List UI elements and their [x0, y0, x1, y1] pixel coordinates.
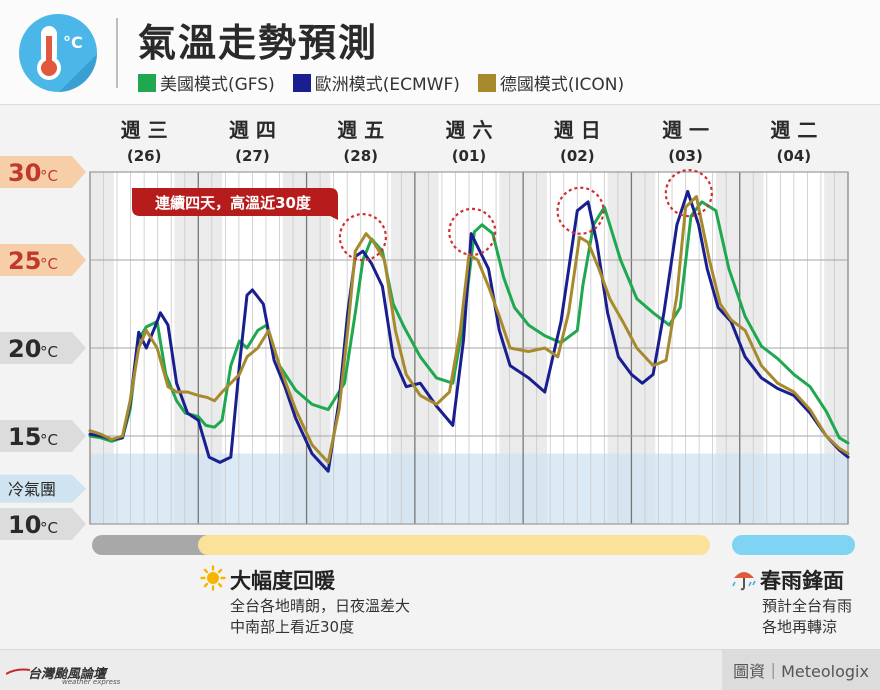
y-tick-tag: [0, 244, 86, 276]
brand-name: 台灣颱風論壇: [28, 667, 107, 682]
y-tick-tag: [0, 508, 86, 540]
y-tick-tag: [0, 156, 86, 188]
timeline-bar-rain: [732, 535, 855, 555]
y-tick-label: 25: [8, 247, 41, 275]
umbrella-icon: [732, 572, 756, 591]
series-line-icon: [88, 195, 850, 464]
legend-label-gfs: 美國模式(GFS): [160, 75, 275, 95]
x-date-label: (03): [668, 147, 703, 165]
heat-annotation: 連續四天，高溫近30度: [132, 188, 338, 220]
x-date-label: (26): [127, 147, 162, 165]
x-date-label: (02): [560, 147, 595, 165]
series-line-ecmwf: [88, 189, 850, 473]
legend-swatch-ecmwf: [292, 73, 311, 92]
y-tick-unit: °C: [40, 431, 58, 449]
y-tick-label: 15: [8, 423, 41, 451]
legend-label-ecmwf: 歐洲模式(ECMWF): [314, 75, 460, 95]
x-day-label: 週 四: [229, 118, 276, 142]
peak-marker: [448, 207, 497, 256]
header: °C 氣溫走勢預測 美國模式(GFS) 歐洲模式(ECMWF) 德國模式(ICO…: [0, 0, 880, 105]
peak-marker: [556, 186, 605, 235]
legend-item-gfs: 美國模式(GFS): [138, 70, 275, 95]
x-day-label: 週 三: [121, 118, 168, 142]
thermometer-celsius-icon: °C: [19, 14, 97, 92]
x-day-label: 週 日: [554, 118, 601, 142]
x-date-label: (28): [343, 147, 378, 165]
legend-swatch-gfs: [138, 73, 156, 92]
x-day-label: 週 一: [662, 118, 709, 142]
peak-marker: [338, 213, 387, 262]
rain-line-1: 預計全台有雨: [762, 597, 853, 615]
plot-frame: [89, 171, 849, 525]
y-tick-unit: °C: [40, 519, 58, 537]
annotation-bubble: [132, 188, 338, 220]
x-day-label: 週 六: [446, 118, 493, 142]
y-tick-label: 10: [8, 511, 41, 539]
y-tick-unit: °C: [40, 343, 58, 361]
x-date-label: (01): [452, 147, 487, 165]
y-tick-tag: [0, 332, 86, 364]
legend-label-icon: 德國模式(ICON): [499, 75, 625, 95]
sun-icon: [200, 565, 226, 591]
cold-zone-tag: [0, 474, 86, 503]
y-tick-unit: °C: [40, 255, 58, 273]
warm-title: 大幅度回暖: [230, 569, 335, 593]
y-tick-label: 30: [8, 159, 41, 187]
legend-item-ecmwf: 歐洲模式(ECMWF): [292, 70, 460, 95]
peak-marker: [664, 169, 713, 218]
brand-subtitle: weather express: [62, 678, 121, 686]
warm-line-2: 中南部上看近30度: [230, 618, 355, 636]
brand-swoosh-icon: [6, 668, 30, 675]
annotation-text: 連續四天，高溫近30度: [155, 194, 312, 212]
x-date-label: (04): [777, 147, 812, 165]
rain-line-2: 各地再轉涼: [762, 618, 838, 636]
timeline-bar-warm: [198, 535, 710, 555]
rain-title: 春雨鋒面: [760, 569, 844, 593]
x-day-label: 週 五: [337, 118, 384, 142]
x-day-label: 週 二: [770, 118, 817, 142]
warm-line-1: 全台各地晴朗，日夜溫差大: [230, 597, 411, 615]
x-date-label: (27): [235, 147, 270, 165]
legend-swatch-icon: [477, 73, 496, 92]
legend-item-icon: 德國模式(ICON): [477, 70, 625, 95]
data-credit: 圖資｜Meteologix: [722, 650, 880, 690]
y-tick-unit: °C: [40, 167, 58, 185]
timeline-bar-gray: [92, 535, 220, 555]
y-tick-tag: [0, 420, 86, 452]
footer: 台灣颱風論壇 weather express 圖資｜Meteologix: [0, 649, 880, 690]
y-tick-label: 20: [8, 335, 41, 363]
cold-zone-label: 冷氣團: [8, 480, 56, 499]
page-title: 氣溫走勢預測: [138, 21, 379, 65]
header-divider: [116, 18, 118, 88]
svg-text:°C: °C: [63, 33, 83, 52]
chart-legend: 美國模式(GFS) 歐洲模式(ECMWF) 德國模式(ICON): [138, 70, 624, 95]
